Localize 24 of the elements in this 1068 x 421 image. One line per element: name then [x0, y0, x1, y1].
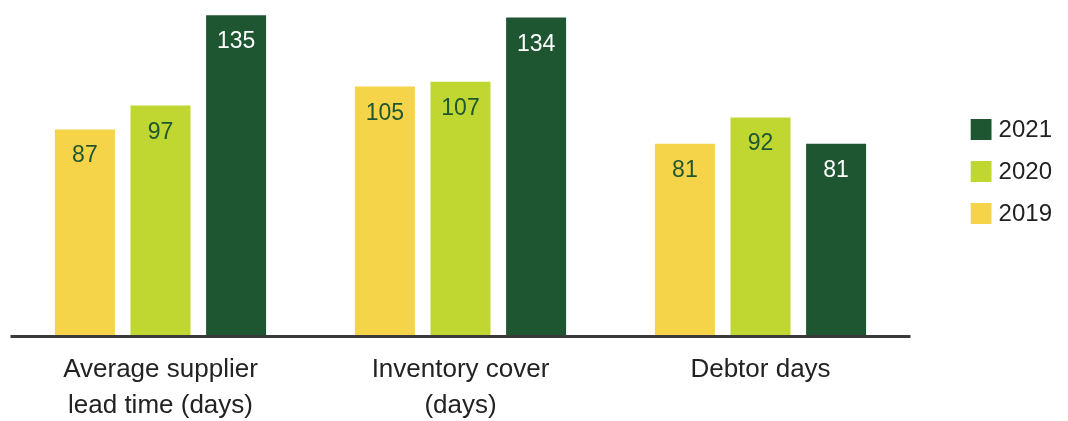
bar	[54, 129, 115, 337]
bar	[354, 86, 415, 337]
data-label: 81	[672, 155, 698, 182]
x-tick-label: Inventory cover (days)	[371, 352, 550, 419]
legend-label: 2020	[998, 156, 1052, 185]
bar	[806, 143, 867, 337]
bar	[730, 117, 791, 337]
legend-label: 2019	[998, 198, 1052, 227]
data-label: 134	[516, 29, 556, 56]
x-tick-label: Average supplier lead time (days)	[63, 352, 259, 419]
data-label: 87	[72, 141, 98, 168]
bar	[430, 81, 491, 337]
bar	[206, 15, 267, 337]
data-label: 92	[747, 129, 774, 156]
bar	[654, 143, 715, 337]
bar	[506, 17, 567, 337]
data-label: 97	[147, 117, 174, 144]
bar	[130, 105, 191, 337]
data-label: 135	[216, 27, 256, 54]
data-label: 107	[441, 93, 480, 120]
x-tick-label: Debtor days	[690, 352, 831, 383]
data-label: 81	[823, 155, 849, 182]
legend-label: 2021	[998, 114, 1052, 143]
data-label: 105	[365, 98, 405, 125]
